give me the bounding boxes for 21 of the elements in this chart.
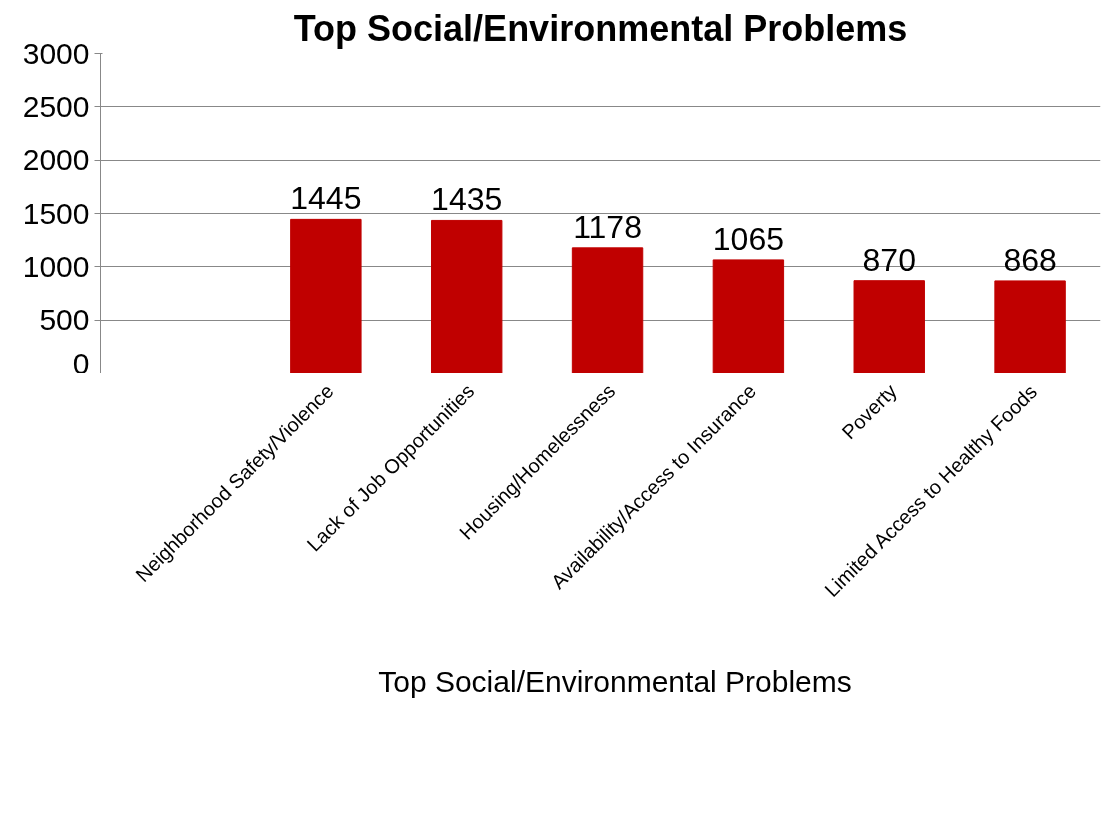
data-label: 1178 <box>573 208 642 245</box>
bar <box>712 259 785 373</box>
y-tick-label: 1000 <box>22 249 90 283</box>
bar <box>994 280 1066 373</box>
data-label: 1435 <box>431 181 503 218</box>
bar <box>853 280 925 373</box>
y-tick-label: 3000 <box>22 36 90 70</box>
data-label: 1065 <box>712 220 784 257</box>
text: Top Social/Environmental Problems <box>378 665 852 699</box>
y-tick-label: 2000 <box>22 143 90 177</box>
y-tick-label: 2500 <box>22 89 90 123</box>
bar <box>430 219 503 373</box>
data-label: 1445 <box>290 180 362 217</box>
y-tick-label: 0 <box>72 346 90 380</box>
y-tick-label: 500 <box>39 303 90 337</box>
bar <box>571 247 644 373</box>
bar <box>290 218 362 373</box>
data-label: 870 <box>862 241 916 278</box>
chart-title: Top Social/Environmental Problems <box>293 7 908 49</box>
data-label: 868 <box>1003 241 1057 278</box>
y-tick-label: 1500 <box>22 196 90 230</box>
